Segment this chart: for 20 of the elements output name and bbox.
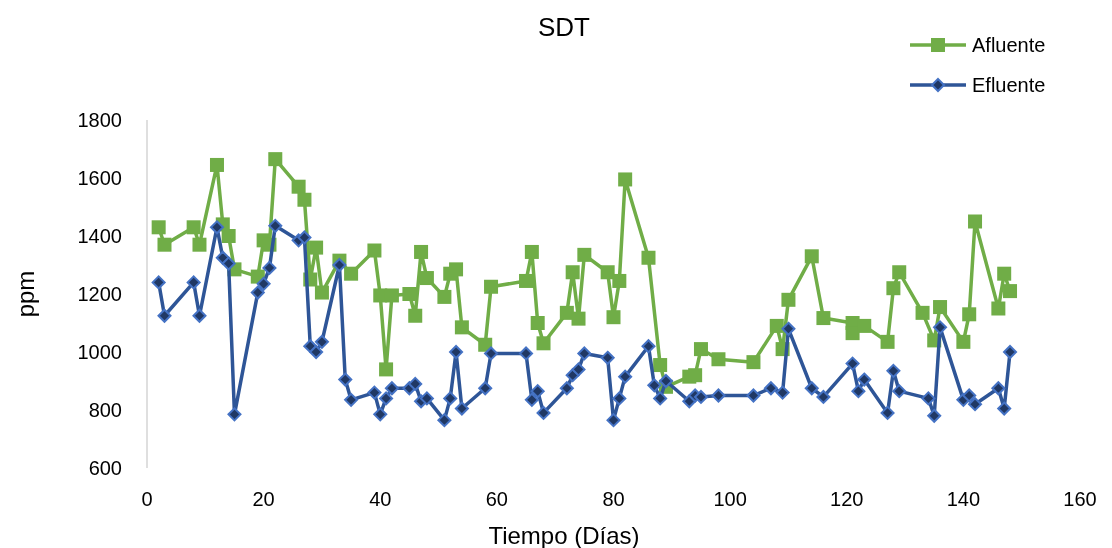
y-tick-label: 800 xyxy=(88,399,122,421)
legend-label: Afluente xyxy=(972,34,1046,56)
x-tick-label: 40 xyxy=(369,488,392,510)
y-tick-label: 1600 xyxy=(77,167,122,189)
y-axis-title: ppm xyxy=(12,270,39,318)
y-tick-label: 1800 xyxy=(77,109,122,131)
x-tick-label: 160 xyxy=(1063,488,1097,510)
legend-label: Efluente xyxy=(972,74,1046,96)
x-tick-label: 0 xyxy=(141,488,153,510)
x-tick-label: 60 xyxy=(485,488,508,510)
x-tick-label: 140 xyxy=(946,488,981,510)
y-tick-label: 1000 xyxy=(77,341,122,363)
x-tick-label: 80 xyxy=(602,488,625,510)
x-tick-label: 120 xyxy=(830,488,864,510)
y-tick-label: 600 xyxy=(88,457,122,479)
y-tick-label: 1200 xyxy=(77,283,122,305)
chart-title: SDT xyxy=(538,12,591,42)
x-tick-label: 20 xyxy=(252,488,275,510)
x-tick-label: 100 xyxy=(713,488,747,510)
y-tick-label: 1400 xyxy=(77,225,122,247)
